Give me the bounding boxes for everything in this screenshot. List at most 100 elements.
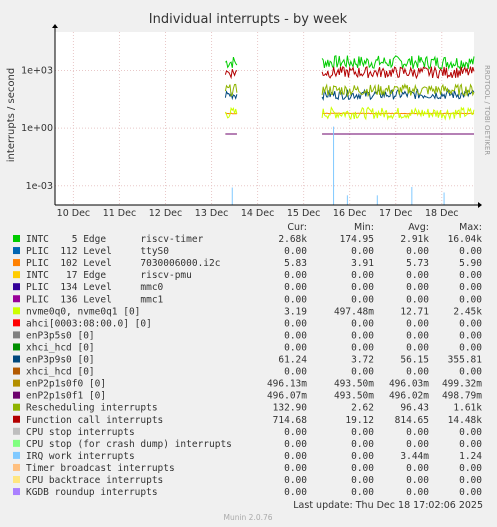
legend-series-name: ahci[0003:08:00.0] [0] [26, 318, 152, 329]
x-tick-label: 16 Dec [333, 208, 367, 219]
legend-series-name: PLIC 134 Level mmc0 [26, 282, 164, 293]
legend-value-max: 2.45k [453, 306, 482, 317]
legend-value-min: 493.50m [334, 379, 374, 390]
legend-swatch [13, 379, 20, 387]
legend-value-min: 0.00 [351, 246, 374, 257]
legend-swatch [13, 343, 20, 351]
legend-swatch [13, 331, 20, 339]
legend-series-name: Function call interrupts [26, 415, 163, 426]
legend-value-avg: 0.00 [406, 246, 429, 257]
legend-series-name: xhci_hcd [0] [26, 367, 95, 378]
series-line [225, 56, 238, 69]
legend-swatch [13, 307, 20, 315]
legend-swatch [13, 403, 20, 411]
legend-value-min: 0.00 [351, 282, 374, 293]
x-tick-label: 12 Dec [149, 208, 183, 219]
legend-value-cur: 0.00 [284, 318, 307, 329]
series-line [321, 55, 475, 71]
legend-value-cur: 2.68k [278, 234, 307, 245]
y-tick-label: 1e+00 [21, 123, 53, 134]
legend-value-avg: 0.00 [406, 463, 429, 474]
axes: 10 Dec 11 Dec 12 Dec 13 Dec 14 Dec 15 Dec 16 D… [21, 24, 482, 219]
legend-series-name: PLIC 136 Level mmc1 [26, 294, 164, 305]
legend-value-min: 0.00 [351, 270, 374, 281]
legend-value-max: 5.90 [459, 258, 482, 269]
legend-value-max: 498.79m [442, 391, 482, 402]
x-tick-label: 14 Dec [241, 208, 275, 219]
legend-value-min: 2.62 [351, 403, 374, 414]
legend-value-cur: 0.00 [284, 342, 307, 353]
legend-value-cur: 714.68 [273, 415, 308, 426]
legend-value-max: 0.00 [459, 427, 482, 438]
x-tick-label: 15 Dec [287, 208, 321, 219]
y-tick-label: 1e-03 [26, 181, 53, 192]
legend-value-avg: 0.00 [406, 487, 429, 498]
legend-value-avg: 496.03m [389, 379, 429, 390]
chart-title: Individual interrupts - by week [149, 12, 348, 27]
legend-column-header: Min: [354, 222, 374, 233]
legend-value-max: 499.32m [442, 379, 482, 390]
series-line [224, 69, 238, 80]
legend-series-name: IRQ work interrupts [26, 451, 135, 462]
legend-value-max: 0.00 [459, 367, 482, 378]
y-tick-label: 1e+03 [21, 65, 53, 76]
legend-series-name: KGDB roundup interrupts [26, 487, 158, 498]
legend-value-max: 16.04k [448, 234, 483, 245]
legend-value-avg: 0.00 [406, 439, 429, 450]
legend-series-name: nvme0q0, nvme0q1 [0] [26, 306, 140, 317]
legend-swatch [13, 367, 20, 375]
legend-value-cur: 496.07m [267, 391, 307, 402]
legend-value-avg: 5.73 [406, 258, 429, 269]
legend-series-name: PLIC 102 Level 7030006000.i2c [26, 258, 220, 269]
legend-swatch [13, 283, 20, 291]
legend-value-cur: 0.00 [284, 475, 307, 486]
legend-value-min: 0.00 [351, 367, 374, 378]
legend-value-cur: 0.00 [284, 270, 307, 281]
legend-swatch [13, 271, 20, 279]
legend-value-max: 0.00 [459, 282, 482, 293]
legend-swatch [13, 319, 20, 327]
series-line [224, 106, 238, 119]
munin-version: Munin 2.0.76 [223, 513, 272, 522]
legend-table: Cur: Min: Avg: Max: INTC 5 Edge riscv-timer 2… [13, 222, 482, 498]
legend-value-min: 3.91 [351, 258, 374, 269]
rrdtool-credit: RRDTOOL / TOBI OETIKER [483, 65, 491, 155]
x-tick-label: 17 Dec [379, 208, 413, 219]
legend-value-min: 497.48m [334, 306, 374, 317]
legend-value-avg: 0.00 [406, 330, 429, 341]
legend-value-avg: 0.00 [406, 475, 429, 486]
legend-series-name: INTC 17 Edge riscv-pmu [26, 270, 192, 281]
legend-value-avg: 814.65 [395, 415, 429, 426]
series-line [224, 83, 238, 97]
legend-swatch [13, 355, 20, 363]
legend-swatch [13, 451, 20, 459]
legend-value-cur: 0.00 [284, 367, 307, 378]
legend-value-cur: 0.00 [284, 282, 307, 293]
legend-swatch [13, 247, 20, 255]
legend-column-header: Max: [459, 222, 482, 233]
legend-value-max: 355.81 [448, 355, 483, 366]
legend-series-name: CPU backtrace interrupts [26, 475, 163, 486]
legend-swatch [13, 463, 20, 471]
legend-value-avg: 0.00 [406, 342, 429, 353]
legend-value-cur: 3.19 [284, 306, 307, 317]
legend-value-cur: 61.24 [278, 355, 307, 366]
legend-value-cur: 0.00 [284, 451, 307, 462]
y-axis-arrow [52, 24, 58, 28]
legend-column-header: Cur: [287, 222, 307, 233]
legend-value-min: 0.00 [351, 294, 374, 305]
legend-value-cur: 0.00 [284, 427, 307, 438]
legend-series-name: enP3p5s0 [0] [26, 330, 95, 341]
legend-value-min: 0.00 [351, 451, 374, 462]
legend-series-name: CPU stop interrupts [26, 427, 135, 438]
legend-value-max: 0.00 [459, 294, 482, 305]
legend-series-name: Timer broadcast interrupts [26, 463, 175, 474]
grid-lines [55, 32, 474, 205]
legend-swatch [13, 488, 20, 496]
legend-value-cur: 5.83 [284, 258, 307, 269]
legend-value-max: 1.61k [453, 403, 482, 414]
legend-value-avg: 0.00 [406, 318, 429, 329]
y-axis-label: interrupts / second [6, 68, 17, 162]
legend-series-name: enP2p1s0f1 [0] [26, 391, 106, 402]
x-tick-label: 10 Dec [57, 208, 91, 219]
